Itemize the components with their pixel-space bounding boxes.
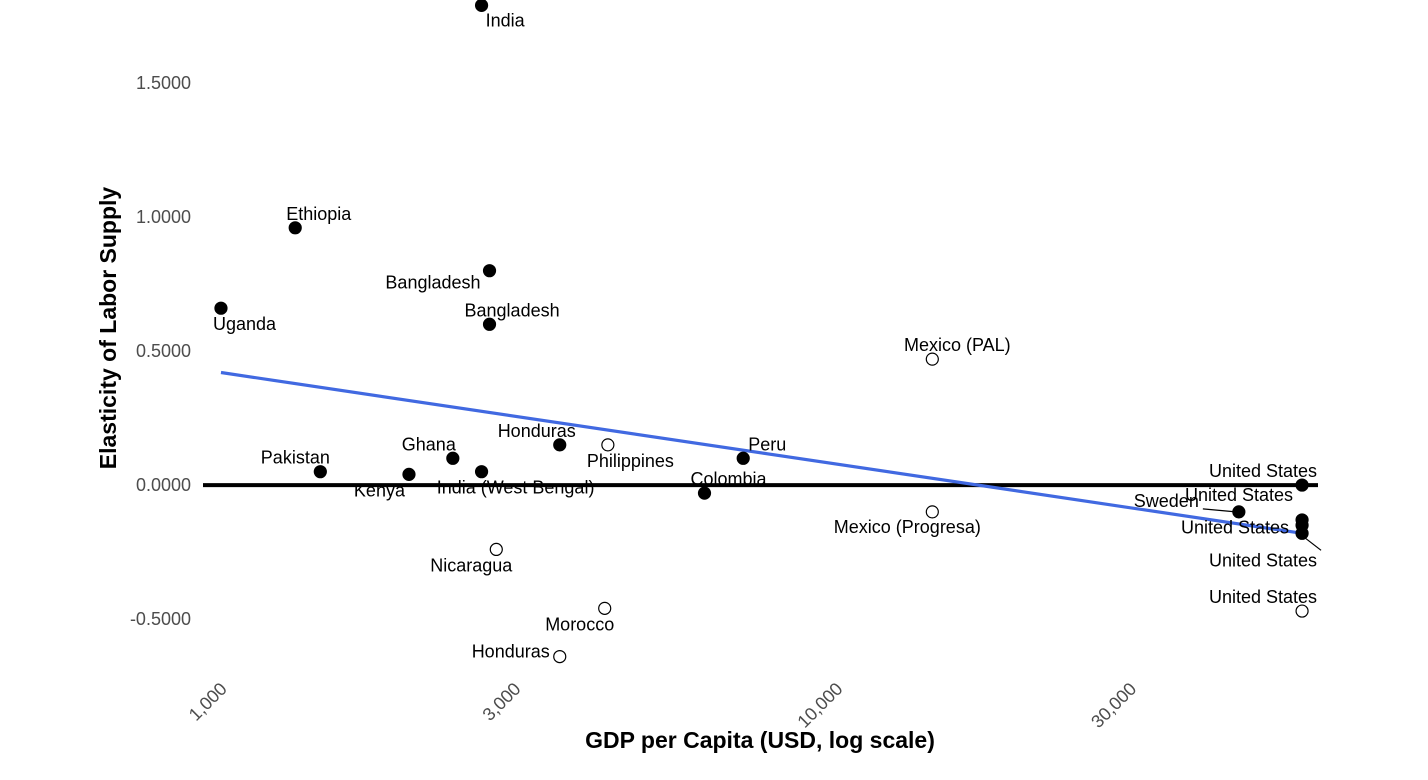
point-label: United States [1181,517,1289,537]
y-tick-label: 0.5000 [136,341,191,361]
point-label: United States [1185,485,1293,505]
data-point-filled [313,465,327,479]
point-label: India (West Bengal) [437,478,595,498]
point-label: Philippines [587,451,674,471]
data-point-filled [214,301,228,315]
point-label: Morocco [545,614,614,634]
x-tick-labels: 1,000 3,000 10,000 30,000 [185,679,1140,732]
point-label: Sweden [1134,491,1199,511]
point-label: Uganda [213,314,277,334]
point-label: United States [1209,550,1317,570]
data-point-filled [446,451,460,465]
x-tick-label: 1,000 [185,679,231,725]
point-label: Nicaragua [430,555,513,575]
data-point-filled [1232,505,1246,519]
data-point-filled [553,438,567,452]
data-point-hollow [601,438,615,452]
data-point-hollow [553,649,567,664]
label-leader-line [1202,508,1236,513]
point-label: Honduras [472,642,550,662]
data-point-filled [1295,478,1309,492]
x-tick-label: 30,000 [1087,679,1140,732]
data-point-filled [1295,526,1309,540]
x-tick-label: 10,000 [793,679,846,732]
data-point-hollow [489,542,503,557]
y-tick-labels: -0.5000 0.0000 0.5000 1.0000 1.5000 [130,73,191,629]
data-point-hollow [1295,604,1309,618]
point-label: Peru [748,434,786,454]
x-axis-title: GDP per Capita (USD, log scale) [585,727,935,753]
data-point-hollow [598,601,612,615]
y-tick-label: 0.0000 [136,475,191,495]
data-point-filled [474,465,489,479]
data-point-filled [482,264,497,278]
data-point-filled [288,221,302,235]
x-tick-label: 3,000 [479,679,525,725]
point-label: India [486,10,526,30]
y-axis-title: Elasticity of Labor Supply [95,187,121,470]
regression-fit-line [220,370,1303,535]
point-label: Bangladesh [465,300,560,320]
point-label: Pakistan [261,448,330,468]
y-tick-label: 1.0000 [136,207,191,227]
data-point-filled [736,451,750,465]
point-label: United States [1209,461,1317,481]
y-tick-label: -0.5000 [130,609,191,629]
data-point-hollow [925,352,939,366]
fit-line-layer [220,370,1303,535]
data-point-filled [402,467,416,481]
data-point-filled [482,317,497,331]
point-label: Colombia [690,469,767,489]
point-labels-layer: India Ethiopia Bangladesh Uganda Bangladesh M… [213,10,1317,661]
data-point-hollow [925,505,939,519]
point-label: Kenya [354,480,406,500]
data-point-filled [697,486,712,500]
data-point-filled [474,0,489,12]
point-label: Ghana [402,434,457,454]
point-label: Mexico (Progresa) [834,517,981,537]
point-label: United States [1209,587,1317,607]
point-label: Mexico (PAL) [904,335,1011,355]
point-label: Ethiopia [286,204,352,224]
point-label: Bangladesh [385,273,480,293]
y-tick-label: 1.5000 [136,73,191,93]
point-label: Honduras [498,421,576,441]
points-layer [214,0,1309,664]
